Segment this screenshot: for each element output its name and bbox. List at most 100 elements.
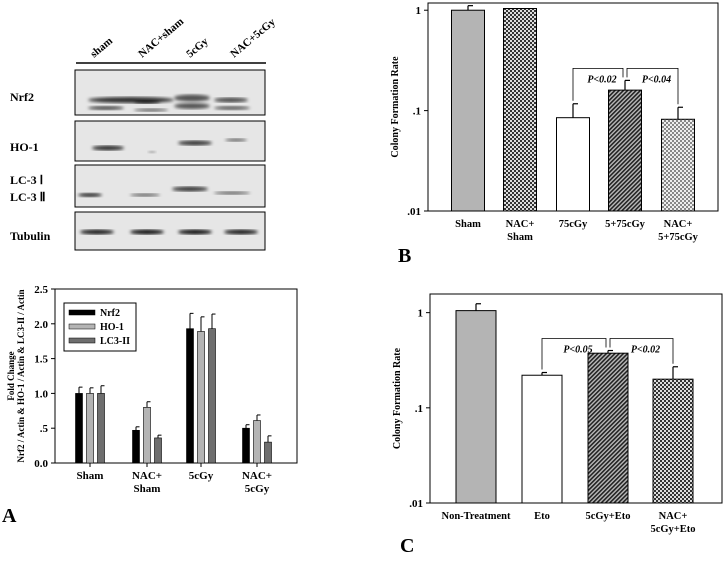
bar (455, 310, 497, 504)
panel-label-c: C (400, 535, 414, 557)
row-label-3: LC-3 Ⅱ (10, 190, 46, 204)
y-tick-label: .5 (40, 423, 49, 435)
legend-swatch (68, 323, 96, 330)
y-tick-label: 2.5 (34, 284, 48, 296)
blot-band (178, 140, 212, 146)
bar-lc3-ii (264, 441, 272, 464)
p-value-label: P<0.05 (563, 345, 592, 356)
blot-band (214, 106, 250, 110)
y-tick-label: 1 (418, 308, 424, 320)
chart-a: 0.0 .5 1.0 1.5 2.0 2.5 Fold Change Nrf2 / Actin… (6, 284, 298, 495)
x-tick-label: NAC+ (659, 511, 688, 522)
legend-label: LC3-II (100, 336, 130, 347)
p-value-label: P<0.02 (631, 345, 660, 356)
bar (608, 89, 642, 212)
blot-band (148, 151, 156, 153)
chart-b: .01 .1 1 Colony Formation Rate Sham NAC+ Sham 7… (390, 2, 719, 243)
significance-bracket (626, 67, 679, 105)
y-tick-label: .01 (409, 498, 423, 510)
bar (652, 378, 694, 504)
blot-band (88, 106, 124, 110)
row-label-2: LC-3 Ⅰ (10, 173, 43, 187)
legend-swatch (68, 337, 96, 344)
blot-band (224, 229, 258, 235)
y-tick-label: 1.0 (34, 388, 48, 400)
y-tick-label: .1 (415, 403, 423, 415)
bar (661, 118, 695, 212)
plot-frame (54, 288, 298, 464)
row-label-0: Nrf2 (10, 90, 34, 104)
x-tick-label: NAC+ (242, 470, 272, 482)
y-tick-label: 2.0 (34, 319, 48, 331)
legend-swatch (68, 309, 96, 316)
y-tick-label: 0.0 (34, 458, 48, 470)
blot-band (78, 193, 102, 197)
x-tick-label: NAC+ (132, 470, 162, 482)
y-axis-label: Colony Formation Rate (390, 56, 401, 158)
y-axis-label-line2: Nrf2 / Actin & HO-1 / Actin & LC3-II / A… (16, 290, 26, 463)
plot-frame (429, 293, 723, 504)
blot-band (178, 229, 212, 235)
y-tick-label: .1 (413, 106, 421, 118)
y-axis-label-line1: Fold Change (6, 351, 16, 400)
bar-lc3-ii (208, 328, 216, 464)
blot-band (80, 229, 114, 235)
legend-label: Nrf2 (100, 308, 120, 319)
x-tick-label: NAC+ (506, 219, 535, 230)
bar (556, 117, 590, 212)
lane-label: 5cGy (184, 35, 211, 60)
x-tick-label: 5cGy (245, 483, 270, 495)
row-label-4: Tubulin (10, 229, 51, 243)
chart-c: .01 .1 1 Colony Formation Rate Non-Treatment… (392, 293, 723, 535)
x-tick-label: Sham (507, 232, 533, 243)
bar-nrf2 (242, 427, 250, 464)
bar-ho-1 (143, 407, 151, 464)
bar (503, 8, 537, 212)
bar (451, 9, 485, 212)
lane-label: NAC+5cGy (228, 16, 278, 61)
blot-band (214, 191, 250, 195)
panel-label-b: B (398, 245, 411, 267)
x-tick-label: Sham (77, 470, 104, 482)
x-tick-label: Sham (455, 219, 481, 230)
y-tick-label: 1.5 (34, 354, 48, 366)
blot-band (225, 138, 247, 142)
bar-nrf2 (132, 429, 140, 464)
row-label-1: HO-1 (10, 140, 39, 154)
lane-label: NAC+sham (136, 16, 186, 61)
bar-lc3-ii (97, 393, 105, 464)
y-tick-label: 1 (416, 5, 422, 17)
bar-ho-1 (86, 393, 94, 464)
x-tick-label: Sham (134, 483, 161, 495)
panel-label-a: A (2, 505, 17, 527)
y-tick-label: .01 (407, 206, 421, 218)
blot-band (130, 193, 160, 197)
lane-label: sham (88, 35, 115, 60)
blot-band (134, 100, 160, 104)
p-value-label: P<0.02 (587, 74, 616, 85)
blot-band (88, 97, 174, 103)
x-tick-label: Eto (534, 511, 550, 522)
blot-band (174, 103, 210, 109)
significance-bracket (572, 67, 624, 101)
blot-band (214, 97, 248, 103)
x-tick-label: 5cGy+Eto (650, 524, 695, 535)
bar-nrf2 (186, 328, 194, 464)
blot-band (134, 108, 168, 112)
bar-ho-1 (253, 420, 261, 464)
x-tick-label: 5+75cGy (658, 232, 699, 243)
blot-band (130, 229, 164, 235)
legend-label: HO-1 (100, 322, 124, 333)
blot-band (92, 145, 124, 151)
blot-band (172, 186, 208, 192)
bar (521, 374, 563, 504)
bar-nrf2 (75, 393, 83, 464)
x-tick-label: 5cGy (189, 470, 214, 482)
x-tick-label: 5cGy+Eto (585, 511, 630, 522)
x-tick-label: 5+75cGy (605, 219, 646, 230)
p-value-label: P<0.04 (642, 74, 671, 85)
blot-membrane (74, 164, 266, 208)
